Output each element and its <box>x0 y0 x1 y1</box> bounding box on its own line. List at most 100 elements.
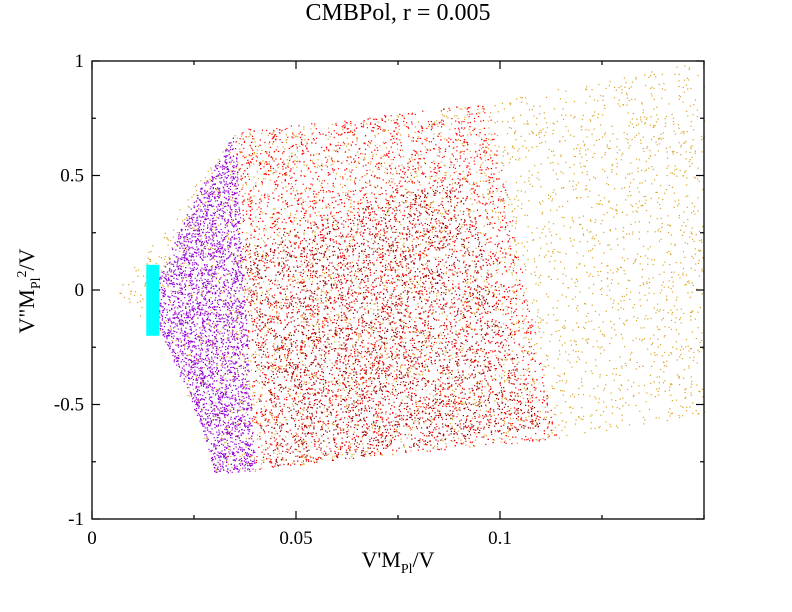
data-point <box>603 335 606 337</box>
data-point <box>257 380 259 383</box>
data-point <box>627 139 629 141</box>
data-point <box>628 147 630 149</box>
data-point <box>456 160 458 162</box>
data-point <box>376 257 379 259</box>
data-point <box>486 142 488 144</box>
data-point <box>690 392 692 394</box>
data-point <box>438 149 440 151</box>
data-point <box>578 387 580 389</box>
data-point <box>502 121 504 123</box>
data-point <box>253 151 255 153</box>
data-point <box>498 171 500 173</box>
data-point <box>576 197 578 199</box>
data-point <box>331 423 333 425</box>
data-point <box>525 269 527 271</box>
data-point <box>301 204 303 206</box>
data-point <box>378 405 380 407</box>
data-point <box>491 223 493 225</box>
data-point <box>227 463 229 465</box>
data-point <box>327 333 329 335</box>
data-point <box>498 327 500 329</box>
data-point <box>252 156 255 158</box>
data-point <box>406 326 408 328</box>
data-point <box>322 271 324 274</box>
data-point <box>203 269 205 271</box>
data-point <box>638 366 640 368</box>
data-point <box>314 231 316 233</box>
data-point <box>613 368 615 370</box>
data-point <box>594 310 597 313</box>
data-point <box>632 211 634 213</box>
data-point <box>617 269 619 271</box>
data-point <box>199 205 201 207</box>
data-point <box>399 139 401 141</box>
data-point <box>241 414 243 417</box>
data-point <box>654 352 656 354</box>
data-point <box>642 245 645 247</box>
data-point <box>429 393 431 395</box>
data-point <box>441 334 443 336</box>
data-point <box>558 350 561 352</box>
data-point <box>518 412 520 414</box>
data-point <box>532 420 534 422</box>
data-point <box>276 146 279 148</box>
data-point <box>239 257 241 259</box>
data-point <box>580 418 582 420</box>
data-point <box>630 204 632 206</box>
data-point <box>644 116 646 118</box>
data-point <box>589 190 591 192</box>
data-point <box>377 450 379 452</box>
data-point <box>612 164 614 166</box>
data-point <box>525 389 527 391</box>
data-point <box>304 200 306 203</box>
data-point <box>293 276 296 278</box>
data-point <box>573 164 575 166</box>
data-point <box>356 295 358 298</box>
data-point <box>583 415 585 417</box>
data-point <box>649 338 651 340</box>
data-point <box>187 395 189 397</box>
data-point <box>515 220 518 222</box>
data-point <box>211 172 213 174</box>
data-point <box>223 374 225 376</box>
data-point <box>692 210 695 212</box>
data-point <box>614 188 616 190</box>
data-point <box>268 457 270 459</box>
data-point <box>184 218 186 220</box>
data-point <box>493 293 495 295</box>
data-point <box>521 242 523 244</box>
data-point <box>216 312 218 315</box>
data-point <box>317 193 319 196</box>
data-point <box>187 285 190 287</box>
data-point <box>678 375 680 377</box>
data-point <box>661 223 663 225</box>
data-point <box>438 360 440 362</box>
data-point <box>523 345 525 347</box>
data-point <box>216 469 218 471</box>
data-point <box>572 407 574 409</box>
data-point <box>574 296 577 298</box>
data-point <box>351 261 353 263</box>
data-point <box>417 303 419 305</box>
data-point <box>400 238 402 240</box>
data-point <box>616 138 618 140</box>
data-point <box>557 375 559 377</box>
data-point <box>177 258 179 260</box>
data-point <box>678 98 680 100</box>
data-point <box>433 344 435 346</box>
data-point <box>346 368 348 370</box>
data-point <box>651 344 653 346</box>
data-point <box>640 119 642 121</box>
data-point <box>586 174 588 176</box>
data-point <box>662 137 664 139</box>
data-point <box>481 380 483 382</box>
data-point <box>302 353 304 355</box>
data-point <box>638 191 640 193</box>
data-point <box>642 204 644 206</box>
data-point <box>261 459 263 461</box>
data-point <box>586 271 588 273</box>
data-point <box>293 242 295 244</box>
data-point <box>487 192 489 195</box>
data-point <box>330 404 333 406</box>
data-point <box>463 244 466 246</box>
